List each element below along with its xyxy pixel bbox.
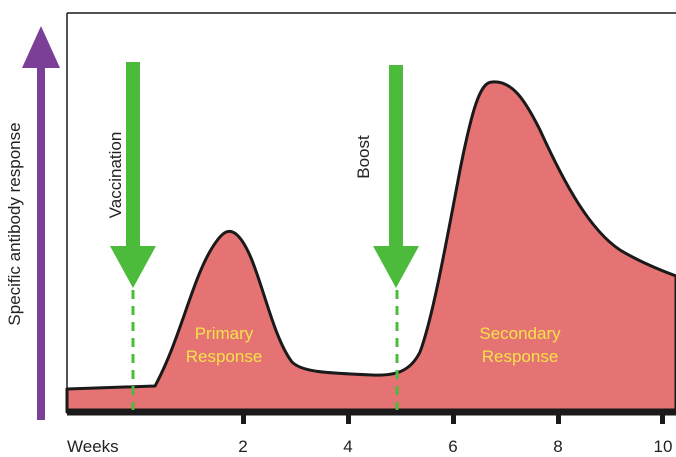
x-axis-ticks (241, 412, 665, 424)
x-tick-mark (556, 412, 561, 424)
x-tick-mark (241, 412, 246, 424)
x-tick-label: 4 (343, 437, 352, 456)
vaccination-label: Vaccination (106, 132, 125, 219)
x-tick-mark (451, 412, 456, 424)
x-tick-label: 6 (448, 437, 457, 456)
x-tick-mark (660, 412, 665, 424)
y-axis-label: Specific antibody response (5, 122, 24, 325)
x-axis-label: Weeks (67, 437, 119, 456)
secondary-response-label-line1: Secondary (479, 324, 561, 343)
x-tick-label: 2 (238, 437, 247, 456)
x-tick-mark (346, 412, 351, 424)
y-axis-arrow-head (22, 26, 60, 68)
primary-response-label-line2: Response (186, 347, 263, 366)
boost-label: Boost (354, 135, 373, 179)
antibody-response-curve (65, 80, 676, 414)
x-tick-label: 8 (553, 437, 562, 456)
primary-response-label-line1: Primary (195, 324, 254, 343)
vaccination-arrow-shaft (126, 62, 140, 248)
boost-arrow-shaft (389, 65, 403, 248)
boost-arrow-head (373, 246, 419, 288)
boost-arrow (373, 65, 419, 410)
x-tick-label: 10 (654, 437, 673, 456)
vaccination-arrow (110, 62, 156, 410)
y-axis-arrow (22, 26, 60, 420)
secondary-response-label-line2: Response (482, 347, 559, 366)
vaccination-arrow-head (110, 246, 156, 288)
